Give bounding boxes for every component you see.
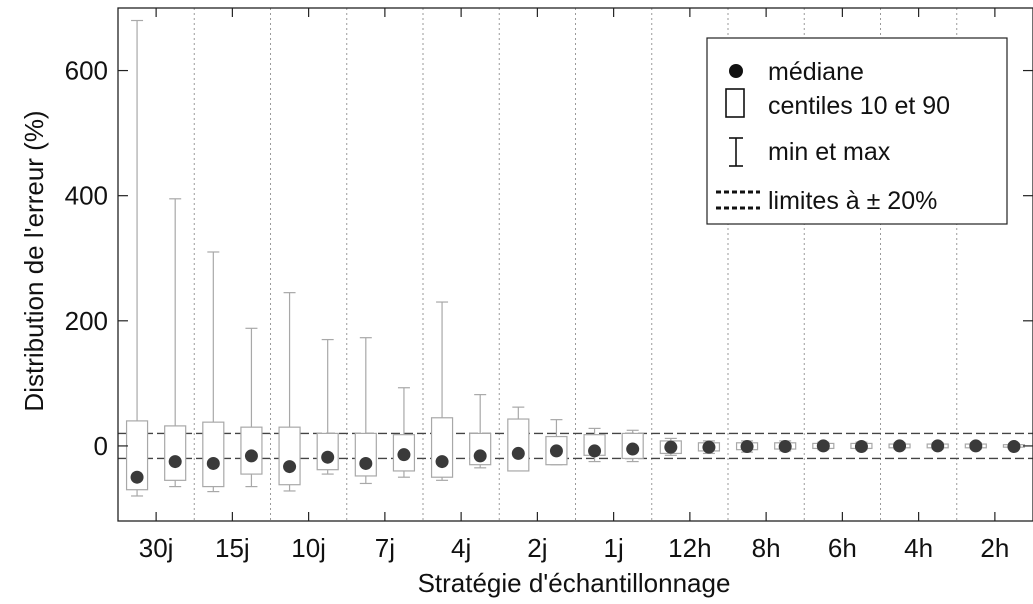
x-tick-label: 6h	[828, 533, 857, 563]
x-tick-label: 8h	[752, 533, 781, 563]
box-plot-item	[545, 419, 568, 466]
box-plot-item	[659, 437, 682, 456]
percentile-box	[125, 420, 149, 491]
y-tick-label: 600	[65, 56, 108, 86]
median-marker	[130, 470, 144, 484]
box-plot-item	[392, 387, 416, 478]
median-marker	[206, 456, 220, 470]
percentile-box	[278, 426, 301, 486]
median-marker	[397, 448, 411, 462]
median-marker	[511, 446, 525, 460]
box-plot-item	[240, 327, 263, 488]
legend-limits-marker	[716, 190, 760, 210]
x-tick-label: 10j	[291, 533, 326, 563]
median-marker	[435, 455, 449, 469]
reference-lines-layer	[118, 432, 1033, 460]
legend-entry-limits: limites à ± 20%	[768, 187, 937, 215]
box-plot-item	[202, 251, 225, 493]
median-marker	[549, 444, 563, 458]
box-plot-item	[125, 19, 149, 497]
median-marker	[740, 440, 754, 454]
percentile-box	[430, 417, 454, 478]
percentile-box	[164, 425, 187, 481]
median-marker	[244, 449, 258, 463]
plot-frame	[117, 7, 1033, 522]
box-plot-item	[354, 337, 377, 485]
box-plot-item	[850, 440, 873, 454]
median-marker	[969, 439, 983, 453]
box-plot-item	[278, 292, 301, 492]
legend-box-marker	[725, 88, 745, 118]
box-plot-item	[430, 301, 454, 481]
median-marker	[702, 440, 716, 454]
x-tick-label: 30j	[139, 533, 174, 563]
x-tick-label: 2h	[980, 533, 1009, 563]
x-tick-label: 1j	[604, 533, 624, 563]
median-marker	[359, 456, 373, 470]
boxes-layer	[125, 19, 1026, 497]
legend-whisker-marker	[729, 137, 743, 167]
x-tick-label: 4j	[451, 533, 471, 563]
median-marker	[1007, 440, 1021, 454]
median-marker	[931, 439, 945, 453]
axes-layer: 0 200 400 600 30j 15j 10j 7j 4j 2j 1j 12h 8h 6h 4h 2h	[65, 7, 1033, 563]
legend: médiane centiles 10 et 90 min et max lim…	[706, 37, 1008, 225]
median-marker	[321, 450, 335, 464]
legend-median-marker	[729, 64, 743, 78]
x-tick-label: 12h	[668, 533, 711, 563]
median-marker	[664, 440, 678, 454]
x-tick-label: 2j	[527, 533, 547, 563]
legend-entry-centiles: centiles 10 et 90	[768, 92, 950, 120]
box-plot-item	[469, 394, 492, 469]
y-tick-label: 400	[65, 181, 108, 211]
box-plot-item	[812, 439, 835, 453]
median-marker	[283, 460, 297, 474]
box-plot-item	[316, 338, 339, 475]
box-plot-item	[507, 406, 530, 472]
percentile-box	[202, 421, 225, 488]
median-marker	[778, 440, 792, 454]
median-marker	[893, 439, 907, 453]
y-tick-label: 200	[65, 306, 108, 336]
box-plot-item	[697, 440, 721, 455]
x-tick-label: 4h	[904, 533, 933, 563]
box-plot-item	[583, 427, 606, 463]
box-plot-item	[888, 439, 911, 453]
median-marker	[626, 442, 640, 456]
median-marker	[588, 444, 602, 458]
median-marker	[473, 449, 487, 463]
median-marker	[816, 439, 830, 453]
x-tick-label: 15j	[215, 533, 250, 563]
box-plot-item	[621, 429, 644, 463]
box-plot-item	[735, 440, 759, 454]
legend-entry-minmax: min et max	[768, 138, 891, 166]
y-axis-title: Distribution de l'erreur (%)	[19, 110, 49, 411]
x-axis-title: Stratégie d'échantillonnage	[418, 568, 731, 598]
median-marker	[168, 455, 182, 469]
box-plot-item	[164, 198, 187, 488]
legend-entry-median: médiane	[768, 58, 864, 86]
box-plot-item	[964, 439, 987, 453]
y-tick-label: 0	[94, 431, 108, 461]
median-marker	[854, 440, 868, 454]
x-tick-label: 7j	[375, 533, 395, 563]
percentile-box	[507, 418, 530, 472]
box-plot-item	[926, 439, 949, 453]
box-plot-item	[774, 440, 797, 454]
box-plot-item	[1002, 440, 1026, 454]
